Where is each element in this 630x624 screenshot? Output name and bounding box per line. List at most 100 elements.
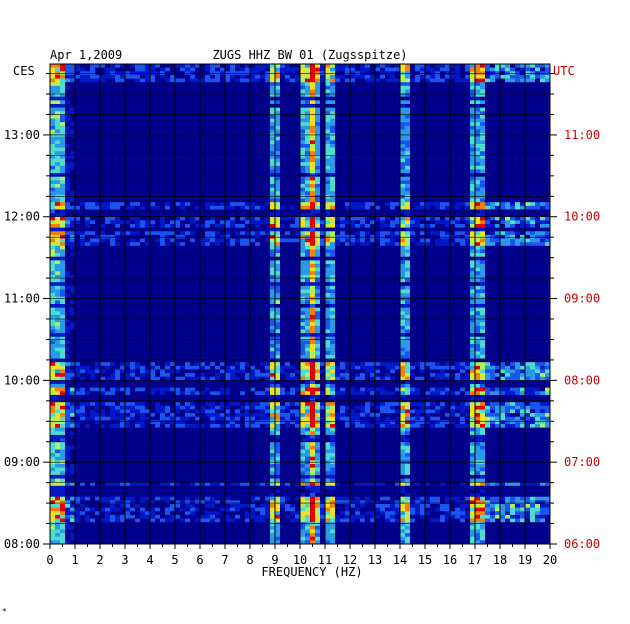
spectrogram-cell <box>270 151 276 156</box>
spectrogram-cell <box>280 231 286 236</box>
spectrogram-cell <box>100 234 106 239</box>
spectrogram-cell <box>285 82 291 87</box>
spectrogram-cell <box>515 151 521 156</box>
spectrogram-cell <box>470 151 476 156</box>
spectrogram-cell <box>510 96 516 101</box>
spectrogram-cell <box>370 151 376 156</box>
spectrogram-cell <box>200 144 206 148</box>
spectrogram-cell <box>170 129 176 134</box>
spectrogram-cell <box>60 173 66 178</box>
spectrogram-cell <box>235 118 241 123</box>
spectrogram-cell <box>305 85 311 90</box>
spectrogram-cell <box>290 104 296 108</box>
spectrogram-cell <box>445 89 451 94</box>
spectrogram-cell <box>90 67 96 72</box>
spectrogram-cell <box>165 147 171 152</box>
spectrogram-cell <box>390 165 396 170</box>
spectrogram-cell <box>500 198 506 203</box>
spectrogram-cell <box>420 216 426 221</box>
spectrogram-cell <box>515 100 521 105</box>
spectrogram-cell <box>535 78 541 83</box>
spectrogram-cell <box>525 93 531 98</box>
spectrogram-cell <box>55 104 61 108</box>
spectrogram-cell <box>315 71 321 76</box>
spectrogram-cell <box>375 162 381 167</box>
spectrogram-cell <box>510 205 516 210</box>
spectrogram-cell <box>260 187 266 192</box>
spectrogram-cell <box>475 220 481 225</box>
spectrogram-cell <box>395 169 401 174</box>
spectrogram-cell <box>415 191 421 196</box>
spectrogram-cell <box>400 234 406 239</box>
spectrogram-cell <box>320 234 326 239</box>
spectrogram-cell <box>50 71 56 76</box>
spectrogram-cell <box>185 227 191 232</box>
spectrogram-cell <box>120 147 126 152</box>
spectrogram-cell <box>270 165 276 170</box>
spectrogram-cell <box>235 213 241 218</box>
spectrogram-cell <box>365 205 371 210</box>
spectrogram-cell <box>235 67 241 72</box>
spectrogram-cell <box>260 162 266 167</box>
spectrogram-cell <box>500 125 506 130</box>
spectrogram-cell <box>545 78 551 83</box>
spectrogram-cell <box>420 187 426 192</box>
spectrogram-cell <box>415 71 421 76</box>
spectrogram-cell <box>225 67 231 72</box>
spectrogram-cell <box>450 147 456 152</box>
spectrogram-cell <box>55 176 61 181</box>
spectrogram-cell <box>220 104 226 108</box>
spectrogram-cell <box>490 209 496 214</box>
spectrogram-cell <box>500 176 506 181</box>
spectrogram-cell <box>390 74 396 79</box>
spectrogram-cell <box>330 104 336 108</box>
spectrogram-cell <box>60 118 66 123</box>
spectrogram-cell <box>145 140 151 145</box>
spectrogram-cell <box>215 242 221 247</box>
spectrogram-cell <box>460 224 466 228</box>
spectrogram-cell <box>530 227 536 232</box>
spectrogram-cell <box>335 154 341 159</box>
spectrogram-cell <box>475 147 481 152</box>
spectrogram-cell <box>520 180 526 185</box>
spectrogram-cell <box>330 111 336 116</box>
spectrogram-cell <box>480 202 486 207</box>
spectrogram-cell <box>395 209 401 214</box>
spectrogram-cell <box>50 169 56 174</box>
spectrogram-cell <box>185 165 191 170</box>
spectrogram-cell <box>505 184 511 188</box>
spectrogram-cell <box>425 176 431 181</box>
spectrogram-cell <box>115 96 121 101</box>
spectrogram-cell <box>420 82 426 87</box>
spectrogram-cell <box>400 89 406 94</box>
spectrogram-cell <box>115 242 121 247</box>
spectrogram-cell <box>150 213 156 218</box>
spectrogram-cell <box>95 85 101 90</box>
spectrogram-cell <box>225 125 231 130</box>
spectrogram-cell <box>410 129 416 134</box>
spectrogram-cell <box>85 140 91 145</box>
spectrogram-cell <box>360 85 366 90</box>
spectrogram-cell <box>470 129 476 134</box>
spectrogram-cell <box>345 184 351 188</box>
spectrogram-cell <box>440 122 446 127</box>
spectrogram-cell <box>125 104 131 108</box>
spectrogram-cell <box>320 111 326 116</box>
spectrogram-cell <box>265 89 271 94</box>
spectrogram-cell <box>150 114 156 119</box>
spectrogram-cell <box>130 125 136 130</box>
spectrogram-cell <box>190 194 196 199</box>
spectrogram-cell <box>470 82 476 87</box>
spectrogram-cell <box>360 162 366 167</box>
spectrogram-cell <box>365 231 371 236</box>
spectrogram-cell <box>350 100 356 105</box>
spectrogram-cell <box>75 180 81 185</box>
spectrogram-cell <box>305 93 311 98</box>
spectrogram-cell <box>80 162 86 167</box>
spectrogram-cell <box>325 242 331 247</box>
spectrogram-cell <box>60 209 66 214</box>
spectrogram-cell <box>500 74 506 79</box>
spectrogram-cell <box>65 64 71 68</box>
spectrogram-cell <box>125 184 131 188</box>
spectrogram-cell <box>500 151 506 156</box>
